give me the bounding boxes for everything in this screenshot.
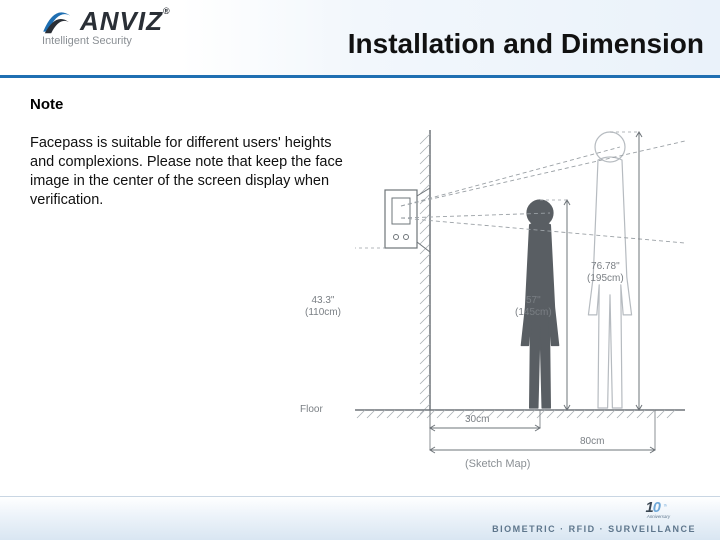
person-tall-height-label: 76.78"(195cm) — [587, 261, 624, 284]
sketch-map-label: (Sketch Map) — [465, 458, 530, 470]
logo-text: ANVIZ® — [80, 6, 171, 37]
svg-text:th: th — [664, 503, 667, 507]
footer-tagline: BIOMETRIC · RFID · SURVEILLANCE — [492, 524, 696, 534]
anniversary-badge-icon: 1 0 th Anniversary — [644, 496, 688, 520]
slide-header: ANVIZ® Intelligent Security Installation… — [0, 0, 720, 78]
slide-footer: 1 0 th Anniversary BIOMETRIC · RFID · SU… — [0, 496, 720, 540]
device-height-label: 43.3"(110cm) — [305, 295, 341, 318]
brand-logo: ANVIZ® Intelligent Security — [40, 6, 171, 47]
floor-label: Floor — [300, 404, 323, 415]
page-title: Installation and Dimension — [348, 28, 704, 60]
distance-30cm-label: 30cm — [465, 414, 489, 426]
installation-diagram: 43.3"(110cm) 57"(145cm) 76.78"(195cm) 30… — [355, 110, 700, 470]
note-heading: Note — [30, 96, 63, 113]
slide-body: Note Facepass is suitable for different … — [0, 90, 720, 500]
distance-80cm-label: 80cm — [580, 436, 604, 448]
svg-text:Anniversary: Anniversary — [646, 514, 671, 519]
person-short-height-label: 57"(145cm) — [515, 295, 552, 318]
logo-swoosh-icon — [40, 7, 72, 37]
note-body: Facepass is suitable for different users… — [30, 134, 345, 211]
